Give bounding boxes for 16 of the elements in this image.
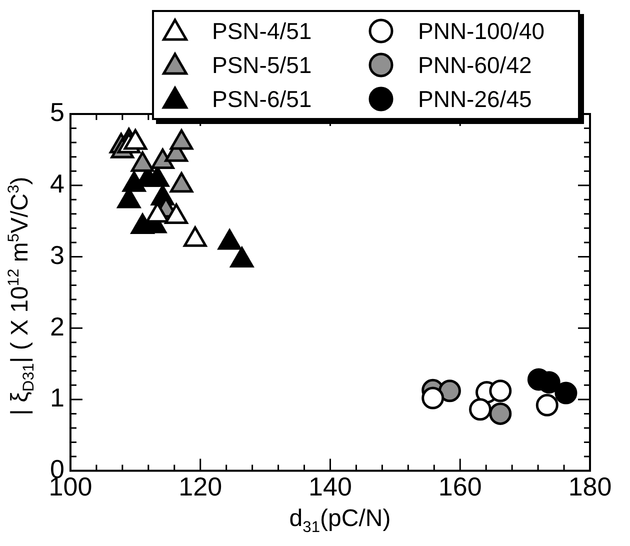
x-tick-label: 160 [438,472,482,502]
y-tick-label: 4 [50,168,64,199]
legend-label: PSN-6/51 [212,86,312,112]
legend-label: PSN-5/51 [212,52,312,78]
legend-label: PNN-100/40 [418,18,545,44]
x-tick-label: 180 [568,472,612,502]
y-tick-label: 2 [50,311,64,342]
legend-label: PNN-26/45 [418,86,532,112]
legend-label: PNN-60/42 [418,52,532,78]
y-tick-label: 3 [50,240,64,270]
y-tick-label: 1 [50,382,64,413]
x-tick-label: 140 [308,472,352,502]
legend-label: PSN-4/51 [212,18,312,44]
y-tick-label: 5 [50,97,64,128]
x-axis-title: d$_{31}$(pC/N) [288,505,392,537]
x-tick-label: 120 [178,472,222,502]
